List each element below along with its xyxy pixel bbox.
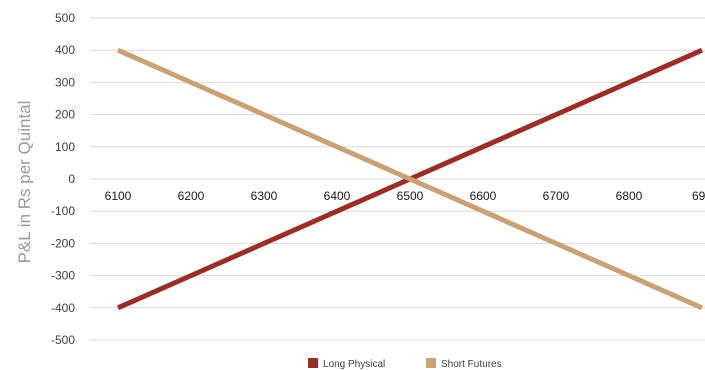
y-axis-ticks: 500 400 300 200 100 0 -100 -200 -300 -400 -500	[51, 11, 75, 347]
y-axis-label: P&L in Rs per Quintal	[15, 101, 34, 264]
x-tick-label-690: 690	[692, 189, 705, 203]
x-tick-label-6700: 6700	[543, 189, 570, 203]
legend-swatch-long-physical	[308, 358, 318, 368]
y-tick-label--200: -200	[51, 236, 75, 250]
y-tick-label-500: 500	[55, 11, 75, 25]
x-tick-label-6500: 6500	[397, 189, 424, 203]
y-tick-label--100: -100	[51, 204, 75, 218]
x-tick-label-6600: 6600	[470, 189, 497, 203]
x-axis-ticks: 6100 6200 6300 6400 6500 6600 6700 6800 690	[105, 189, 705, 203]
x-tick-label-6300: 6300	[251, 189, 278, 203]
series-line-short-futures	[116, 47, 704, 311]
y-tick-label-0: 0	[68, 172, 75, 186]
series-lines	[116, 47, 704, 311]
x-tick-label-6400: 6400	[324, 189, 351, 203]
legend-label-short-futures: Short Futures	[441, 359, 502, 370]
legend: Long Physical Short Futures	[308, 358, 502, 370]
y-tick-label--400: -400	[51, 301, 75, 315]
x-tick-label-6100: 6100	[105, 189, 132, 203]
y-tick-label--300: -300	[51, 269, 75, 283]
gridlines	[90, 17, 705, 341]
x-tick-label-6200: 6200	[178, 189, 205, 203]
y-tick-label-200: 200	[55, 108, 75, 122]
x-tick-label-6800: 6800	[616, 189, 643, 203]
legend-swatch-short-futures	[426, 358, 436, 368]
y-tick-label-300: 300	[55, 75, 75, 89]
legend-label-long-physical: Long Physical	[323, 359, 385, 370]
y-tick-label--500: -500	[51, 333, 75, 347]
y-tick-label-400: 400	[55, 43, 75, 57]
y-tick-label-100: 100	[55, 140, 75, 154]
